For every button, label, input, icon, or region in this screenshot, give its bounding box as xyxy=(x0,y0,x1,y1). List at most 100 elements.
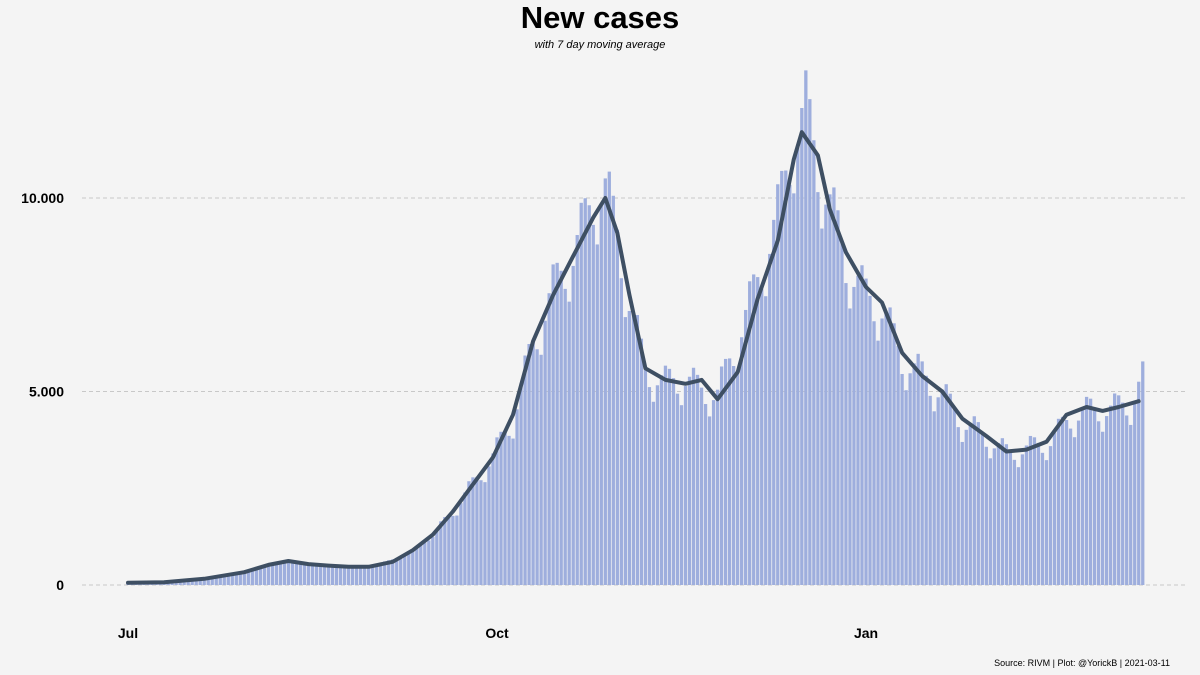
daily-cases-bar xyxy=(539,354,543,585)
daily-cases-bar xyxy=(1056,418,1061,585)
daily-cases-bar xyxy=(350,566,355,585)
daily-cases-bar xyxy=(872,321,876,585)
daily-cases-bar xyxy=(1048,446,1053,585)
daily-cases-bar xyxy=(816,192,820,585)
daily-cases-bar xyxy=(780,170,784,585)
daily-cases-bar xyxy=(1072,437,1077,585)
daily-cases-bar xyxy=(868,295,872,585)
daily-cases-bar xyxy=(451,515,455,585)
daily-cases-bar xyxy=(567,301,571,585)
daily-cases-bar xyxy=(262,566,267,585)
daily-cases-bar xyxy=(383,561,387,585)
daily-cases-bar xyxy=(443,517,447,585)
daily-cases-bar xyxy=(631,311,636,585)
daily-cases-bar xyxy=(804,70,808,586)
daily-cases-bar xyxy=(210,577,214,585)
daily-cases-bar xyxy=(1000,438,1005,585)
daily-cases-bar xyxy=(182,580,186,585)
daily-cases-bar xyxy=(647,387,652,585)
daily-cases-bar xyxy=(551,264,555,585)
daily-cases-bar xyxy=(1012,459,1017,585)
daily-cases-bar xyxy=(523,355,527,585)
daily-cases-bar xyxy=(1052,432,1057,585)
daily-cases-bar xyxy=(415,546,419,585)
x-tick-label: Oct xyxy=(485,625,509,641)
daily-cases-bar xyxy=(1084,396,1089,585)
daily-cases-bar xyxy=(234,573,238,585)
daily-cases-bar xyxy=(768,253,772,585)
daily-cases-bar xyxy=(375,564,379,585)
daily-cases-bar xyxy=(864,278,868,585)
daily-cases-bar xyxy=(956,427,960,585)
daily-cases-bar xyxy=(427,540,431,585)
daily-cases-bar xyxy=(876,340,880,585)
daily-cases-bar xyxy=(1141,361,1145,585)
daily-cases-bar xyxy=(318,565,323,585)
daily-cases-bar xyxy=(206,577,210,585)
daily-cases-bar xyxy=(563,288,567,585)
daily-cases-bar xyxy=(455,515,459,585)
daily-cases-bar xyxy=(1121,402,1125,585)
daily-cases-bar xyxy=(1125,415,1129,585)
daily-cases-bar xyxy=(964,429,968,585)
daily-cases-bar xyxy=(740,337,744,585)
daily-cases-bar xyxy=(1088,398,1093,585)
daily-cases-bar xyxy=(367,566,371,585)
daily-cases-bar xyxy=(535,349,539,585)
daily-cases-bar xyxy=(675,393,680,585)
daily-cases-bar xyxy=(764,296,768,585)
daily-cases-bar xyxy=(760,288,764,585)
daily-cases-bar xyxy=(832,187,836,585)
daily-cases-bar xyxy=(186,579,190,585)
daily-cases-bar xyxy=(784,170,788,585)
daily-cases-bar xyxy=(619,278,623,585)
daily-cases-bar xyxy=(531,340,535,585)
daily-cases-bar xyxy=(230,574,234,585)
daily-cases-bar xyxy=(266,565,271,585)
daily-cases-bar xyxy=(1109,405,1113,585)
daily-cases-bar xyxy=(290,561,295,585)
daily-cases-bar xyxy=(1117,395,1121,585)
daily-cases-bar xyxy=(282,562,287,585)
daily-cases-bar xyxy=(342,567,347,585)
daily-cases-bar xyxy=(435,531,439,585)
daily-cases-bar xyxy=(391,559,395,585)
daily-cases-bar xyxy=(992,448,996,585)
source-caption: Source: RIVM | Plot: @YorickB | 2021-03-… xyxy=(994,658,1170,668)
daily-cases-bar xyxy=(1016,467,1021,585)
daily-cases-bar xyxy=(824,204,828,585)
daily-cases-bar xyxy=(238,572,242,585)
daily-cases-bar xyxy=(1064,420,1069,585)
daily-cases-bar xyxy=(940,389,944,585)
daily-cases-bar xyxy=(856,275,860,585)
daily-cases-bar xyxy=(286,561,291,585)
daily-cases-bar xyxy=(1080,408,1085,585)
moving-average-line xyxy=(126,130,1141,585)
daily-cases-bar xyxy=(354,566,359,585)
daily-cases-bar xyxy=(246,570,250,585)
daily-cases-bar xyxy=(659,375,664,585)
daily-cases-bar xyxy=(695,374,700,585)
daily-cases-bar xyxy=(274,563,279,585)
daily-cases-bar xyxy=(515,409,519,585)
daily-cases-bar xyxy=(1036,442,1041,585)
daily-cases-bar xyxy=(527,344,531,585)
chart-subtitle: with 7 day moving average xyxy=(534,39,666,51)
daily-cases-bar xyxy=(214,576,218,585)
daily-cases-bar xyxy=(912,363,916,585)
x-tick-label: Jan xyxy=(854,625,878,641)
daily-cases-bar xyxy=(792,193,796,586)
daily-cases-bar xyxy=(687,376,692,585)
daily-cases-bar xyxy=(651,401,656,585)
daily-cases-bar xyxy=(1129,424,1133,585)
daily-cases-bar xyxy=(1040,452,1045,585)
daily-cases-bar xyxy=(808,99,812,585)
daily-cases-bar xyxy=(1044,460,1049,585)
daily-cases-bar xyxy=(1105,416,1109,585)
daily-cases-bar xyxy=(960,441,964,585)
daily-cases-bar xyxy=(776,184,780,585)
daily-cases-bar xyxy=(1032,437,1037,585)
daily-cases-bar xyxy=(242,571,246,585)
daily-cases-bar xyxy=(519,383,523,585)
daily-cases-bar xyxy=(828,194,832,586)
